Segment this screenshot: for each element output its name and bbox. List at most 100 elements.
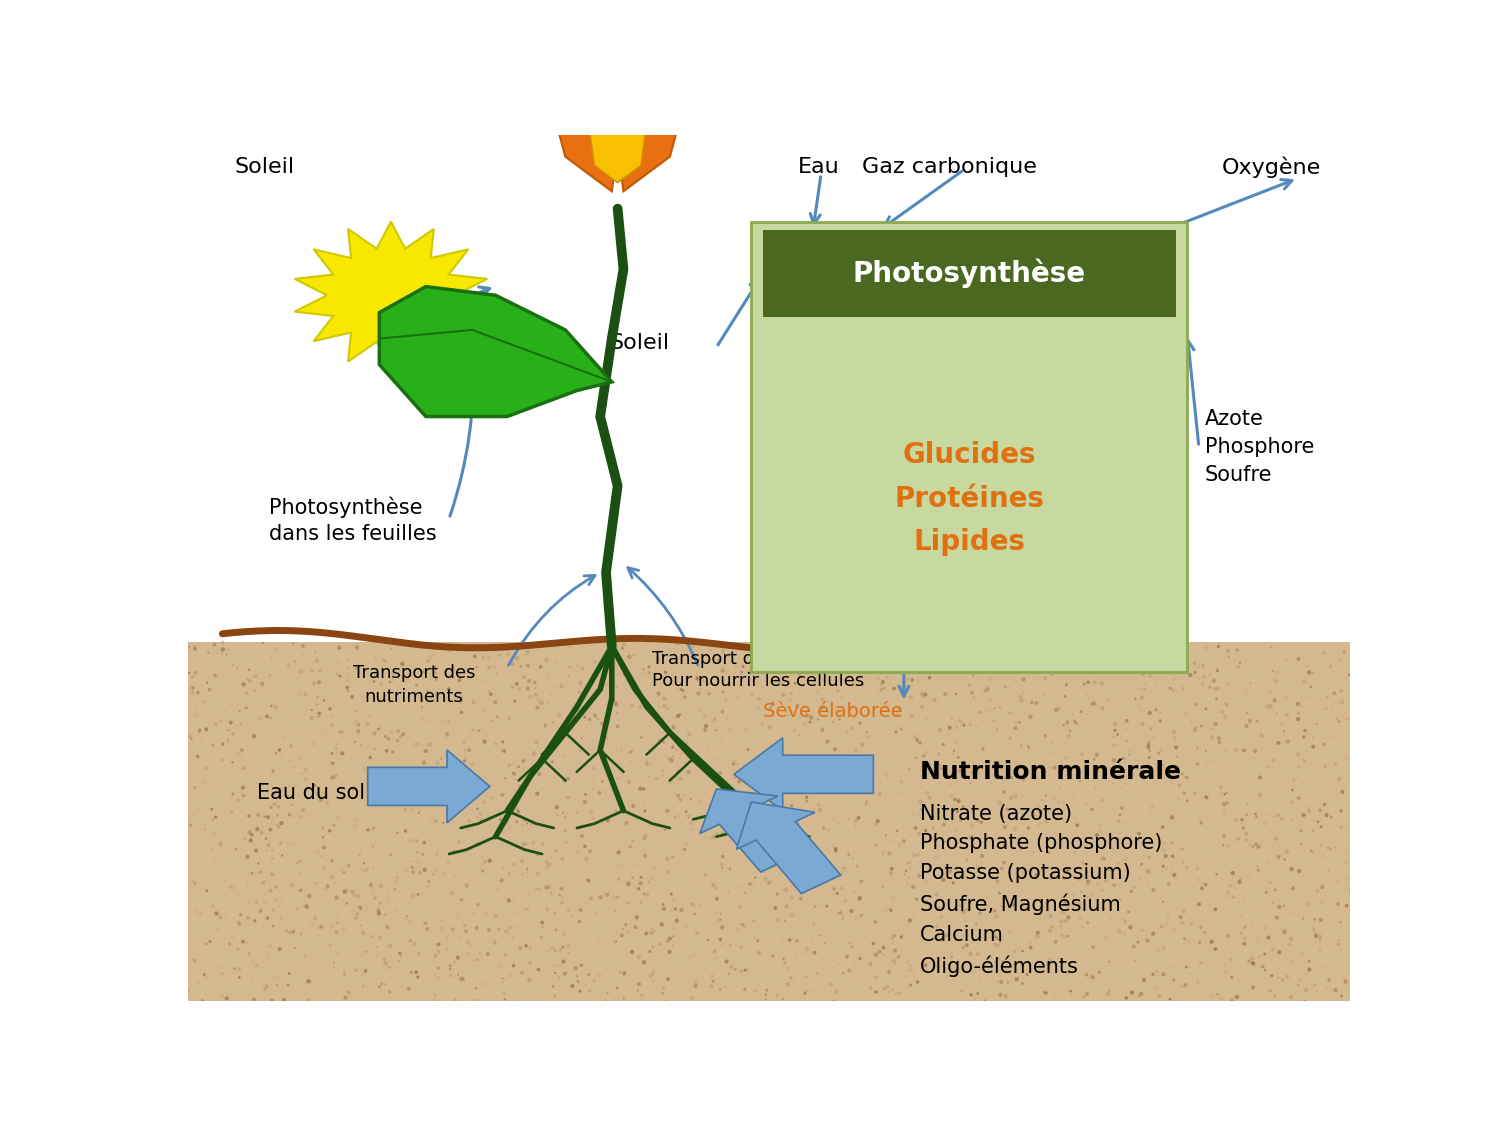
Point — [340, 636, 364, 654]
Point — [310, 819, 334, 837]
Point — [975, 681, 999, 699]
Point — [1048, 780, 1072, 798]
Point — [348, 846, 372, 864]
Point — [1200, 988, 1224, 1006]
Point — [864, 816, 888, 834]
Point — [1282, 900, 1306, 918]
Point — [843, 957, 867, 975]
Point — [1128, 870, 1152, 888]
Point — [393, 870, 417, 888]
Point — [1224, 702, 1248, 720]
Point — [1047, 700, 1071, 718]
Point — [216, 721, 240, 739]
Point — [592, 807, 616, 825]
Point — [930, 908, 954, 926]
Point — [1197, 666, 1221, 684]
Point — [1312, 958, 1336, 976]
Point — [1188, 934, 1212, 952]
Point — [1082, 784, 1106, 802]
Point — [1206, 659, 1230, 677]
Point — [884, 722, 908, 740]
Point — [663, 809, 687, 827]
Point — [496, 757, 520, 775]
Point — [666, 708, 690, 726]
Point — [255, 708, 279, 726]
Point — [795, 719, 819, 737]
Point — [509, 939, 532, 957]
Point — [900, 706, 924, 724]
Point — [902, 878, 926, 896]
Point — [350, 900, 374, 918]
Point — [642, 922, 666, 940]
Point — [1246, 838, 1270, 856]
Point — [844, 911, 868, 929]
Point — [705, 806, 729, 824]
Point — [1158, 990, 1182, 1008]
Point — [1262, 663, 1286, 681]
Point — [825, 884, 849, 902]
Point — [1114, 775, 1138, 793]
Point — [606, 871, 630, 889]
Point — [315, 794, 339, 812]
Point — [1298, 961, 1322, 979]
Point — [752, 846, 776, 864]
Point — [376, 892, 400, 910]
Point — [898, 956, 922, 974]
Point — [1302, 910, 1326, 928]
Point — [1178, 964, 1202, 982]
Point — [332, 872, 356, 890]
Point — [1104, 640, 1128, 658]
Point — [194, 773, 217, 791]
Point — [847, 950, 871, 968]
Point — [658, 929, 682, 947]
Point — [1113, 912, 1137, 930]
Point — [402, 633, 426, 651]
Point — [1167, 776, 1191, 794]
Point — [1176, 944, 1200, 962]
Point — [1042, 825, 1066, 843]
Point — [558, 638, 582, 656]
Point — [969, 703, 993, 721]
Point — [177, 664, 201, 682]
Point — [352, 862, 376, 880]
Point — [1084, 647, 1108, 665]
Point — [1058, 963, 1082, 981]
Point — [237, 831, 261, 849]
Point — [982, 699, 1006, 717]
Point — [758, 827, 782, 845]
Point — [578, 855, 602, 873]
Point — [342, 780, 366, 798]
Point — [1074, 776, 1098, 794]
Point — [427, 919, 451, 937]
Point — [765, 655, 789, 673]
Point — [882, 745, 906, 763]
Point — [1008, 735, 1032, 753]
Point — [1238, 952, 1262, 970]
Point — [366, 901, 390, 919]
Point — [518, 672, 542, 690]
Point — [531, 918, 555, 936]
Point — [209, 965, 232, 983]
Point — [1310, 836, 1334, 854]
Point — [478, 685, 502, 703]
Point — [537, 879, 561, 897]
Point — [351, 966, 375, 984]
Point — [662, 747, 686, 765]
Point — [209, 836, 232, 854]
Point — [1298, 952, 1322, 970]
Point — [1286, 770, 1310, 788]
Point — [324, 767, 348, 785]
Point — [477, 921, 501, 939]
Point — [756, 660, 780, 678]
Point — [209, 908, 232, 926]
Point — [1053, 687, 1077, 705]
Point — [606, 704, 630, 722]
Point — [363, 831, 387, 849]
Point — [558, 709, 582, 727]
Point — [922, 691, 946, 709]
Point — [668, 681, 692, 699]
Point — [1000, 846, 1024, 864]
Point — [658, 749, 682, 767]
Point — [244, 893, 268, 911]
Point — [891, 650, 915, 668]
